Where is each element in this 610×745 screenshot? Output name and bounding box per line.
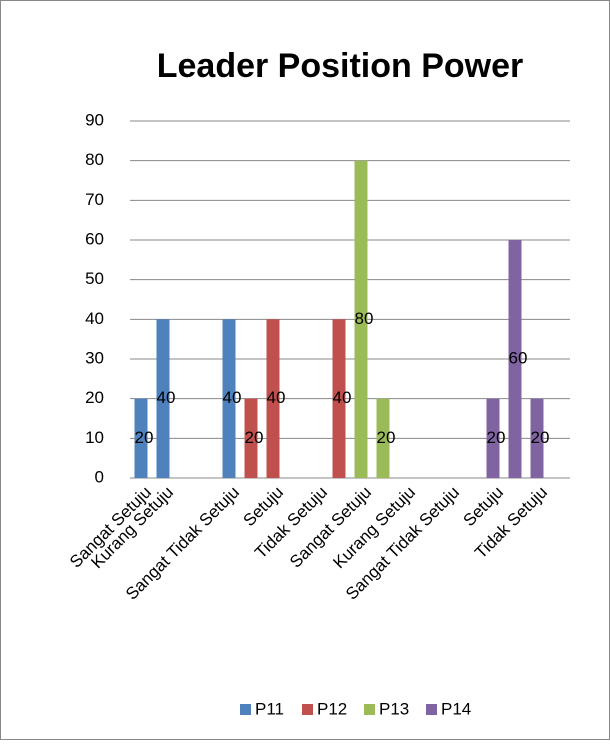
legend-swatch bbox=[426, 704, 437, 715]
legend-swatch bbox=[240, 704, 251, 715]
legend-label: P11 bbox=[255, 699, 284, 718]
y-tick-label: 60 bbox=[85, 229, 104, 248]
bar bbox=[156, 319, 170, 478]
data-label: 40 bbox=[333, 388, 352, 407]
y-tick-label: 40 bbox=[85, 309, 104, 328]
bar bbox=[486, 398, 500, 478]
bar bbox=[354, 160, 368, 478]
bar bbox=[530, 398, 544, 478]
bar bbox=[134, 398, 148, 478]
chart-title: Leader Position Power bbox=[157, 47, 524, 85]
y-tick-label: 90 bbox=[85, 110, 104, 129]
data-label: 60 bbox=[509, 348, 528, 367]
y-tick-label: 30 bbox=[85, 348, 104, 367]
bar bbox=[244, 398, 258, 478]
y-tick-label: 20 bbox=[85, 388, 104, 407]
y-tick-label: 10 bbox=[85, 428, 104, 447]
legend-swatch bbox=[302, 704, 313, 715]
legend-label: P14 bbox=[441, 699, 471, 718]
data-label: 20 bbox=[135, 428, 154, 447]
bar bbox=[332, 319, 346, 478]
bar bbox=[222, 319, 236, 478]
y-tick-label: 70 bbox=[85, 190, 104, 209]
data-label: 40 bbox=[157, 388, 176, 407]
data-label: 80 bbox=[355, 309, 374, 328]
data-label: 20 bbox=[377, 428, 396, 447]
bar bbox=[508, 240, 522, 478]
data-label: 20 bbox=[487, 428, 506, 447]
data-label: 40 bbox=[223, 388, 242, 407]
legend-swatch bbox=[364, 704, 375, 715]
bar bbox=[376, 398, 390, 478]
y-tick-label: 0 bbox=[95, 467, 104, 486]
data-label: 20 bbox=[245, 428, 264, 447]
y-tick-label: 80 bbox=[85, 150, 104, 169]
data-label: 20 bbox=[531, 428, 550, 447]
bar bbox=[266, 319, 280, 478]
legend-label: P12 bbox=[317, 699, 347, 718]
y-tick-label: 50 bbox=[85, 269, 104, 288]
legend-label: P13 bbox=[379, 699, 409, 718]
data-label: 40 bbox=[267, 388, 286, 407]
